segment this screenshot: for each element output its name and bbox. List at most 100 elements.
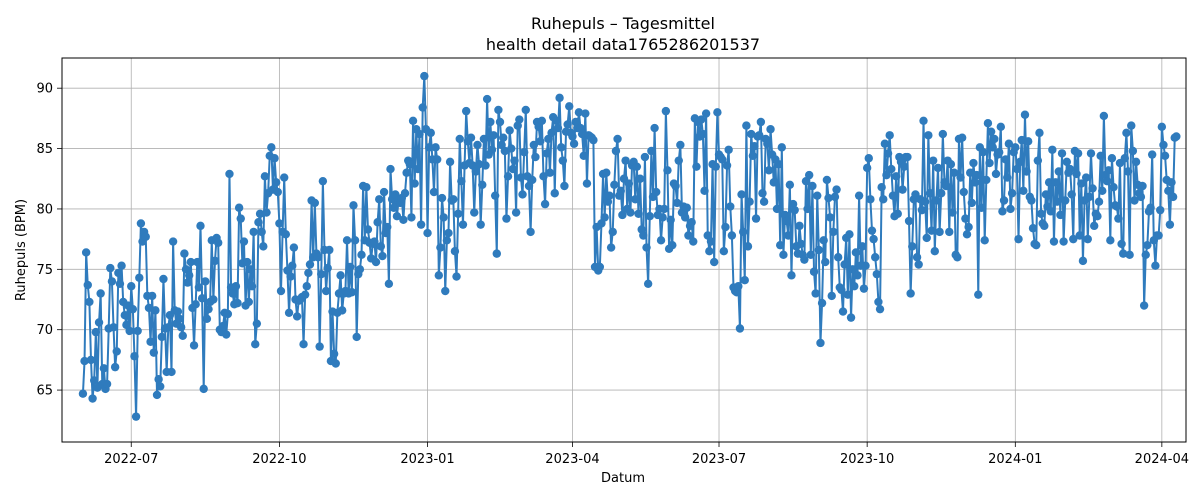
data-point: [292, 312, 302, 321]
data-point: [1062, 157, 1072, 167]
data-point: [674, 156, 683, 165]
data-series: [78, 71, 1181, 421]
data-point: [130, 352, 139, 361]
data-point: [408, 116, 418, 125]
data-point: [811, 289, 820, 298]
data-point: [639, 231, 648, 240]
data-point: [1168, 192, 1178, 202]
data-point: [323, 263, 332, 273]
data-point: [436, 243, 445, 252]
data-point: [505, 126, 514, 135]
data-point: [196, 221, 205, 231]
data-point: [663, 166, 672, 175]
data-point: [167, 367, 176, 377]
data-point: [700, 186, 709, 196]
data-point: [891, 172, 901, 181]
data-point: [961, 214, 970, 223]
data-point: [271, 178, 281, 187]
data-point: [1083, 234, 1092, 244]
data-point: [453, 209, 463, 218]
data-point: [692, 162, 701, 171]
data-point: [1094, 197, 1104, 206]
data-point: [899, 162, 909, 171]
data-point: [550, 189, 559, 198]
data-point: [1098, 186, 1107, 196]
data-point: [1003, 173, 1012, 182]
data-point: [175, 314, 184, 324]
data-point: [977, 203, 986, 212]
data-point: [262, 208, 271, 217]
data-point: [1146, 203, 1155, 212]
data-point: [930, 247, 939, 256]
x-tick-label: 2024-04: [1135, 452, 1189, 467]
data-point: [178, 331, 187, 340]
data-point: [210, 256, 220, 266]
data-point: [81, 248, 91, 257]
data-point: [643, 279, 653, 289]
data-point: [154, 375, 163, 384]
data-point: [441, 286, 450, 296]
data-point: [903, 152, 912, 162]
data-point: [239, 237, 249, 246]
data-point: [877, 183, 886, 192]
x-axis: 2022-07 2022-10 2023-01 2023-04 2023-07 2023-…: [104, 442, 1189, 467]
data-point: [88, 394, 97, 403]
data-point: [473, 140, 482, 150]
data-point: [1112, 202, 1121, 211]
data-point: [755, 131, 764, 140]
data-point: [99, 364, 109, 373]
data-point: [481, 161, 490, 170]
data-point: [1057, 149, 1067, 158]
data-point: [774, 160, 783, 169]
data-point: [945, 227, 954, 237]
data-point: [1093, 211, 1102, 221]
data-point: [214, 238, 223, 247]
data-point: [1056, 210, 1065, 220]
data-point: [452, 272, 461, 281]
data-point: [197, 294, 207, 303]
data-point: [652, 187, 661, 197]
data-point: [202, 314, 212, 324]
data-point: [784, 231, 793, 240]
data-point: [734, 282, 743, 291]
data-point: [740, 275, 749, 285]
data-point: [885, 131, 894, 140]
data-point: [336, 271, 345, 280]
data-point: [624, 179, 634, 188]
data-point: [146, 337, 155, 346]
data-point: [389, 203, 398, 212]
data-point: [1165, 220, 1175, 229]
data-point: [861, 261, 870, 270]
data-point: [499, 133, 508, 142]
data-point: [1054, 167, 1063, 176]
data-point: [817, 298, 827, 308]
data-point: [747, 129, 756, 139]
data-point: [461, 106, 471, 116]
data-point: [259, 242, 268, 251]
data-point: [289, 243, 299, 252]
data-point: [676, 140, 685, 150]
data-point: [536, 137, 545, 146]
data-point: [378, 251, 387, 261]
data-point: [1023, 137, 1033, 146]
data-point: [492, 249, 501, 258]
data-point: [853, 271, 862, 280]
data-point: [275, 219, 284, 228]
data-point: [1017, 135, 1026, 145]
data-point: [112, 347, 121, 356]
data-point: [86, 355, 96, 365]
data-point: [661, 106, 671, 116]
data-point: [305, 260, 315, 269]
data-point: [410, 179, 419, 188]
data-point: [595, 262, 605, 272]
data-point: [837, 285, 846, 295]
data-point: [180, 249, 189, 258]
data-point: [1067, 190, 1076, 199]
data-point: [660, 204, 669, 214]
x-tick-label: 2024-01: [988, 452, 1042, 467]
data-point: [107, 277, 117, 286]
data-point: [516, 173, 526, 182]
data-point: [157, 332, 167, 342]
data-point: [982, 175, 991, 185]
data-point: [400, 189, 410, 198]
